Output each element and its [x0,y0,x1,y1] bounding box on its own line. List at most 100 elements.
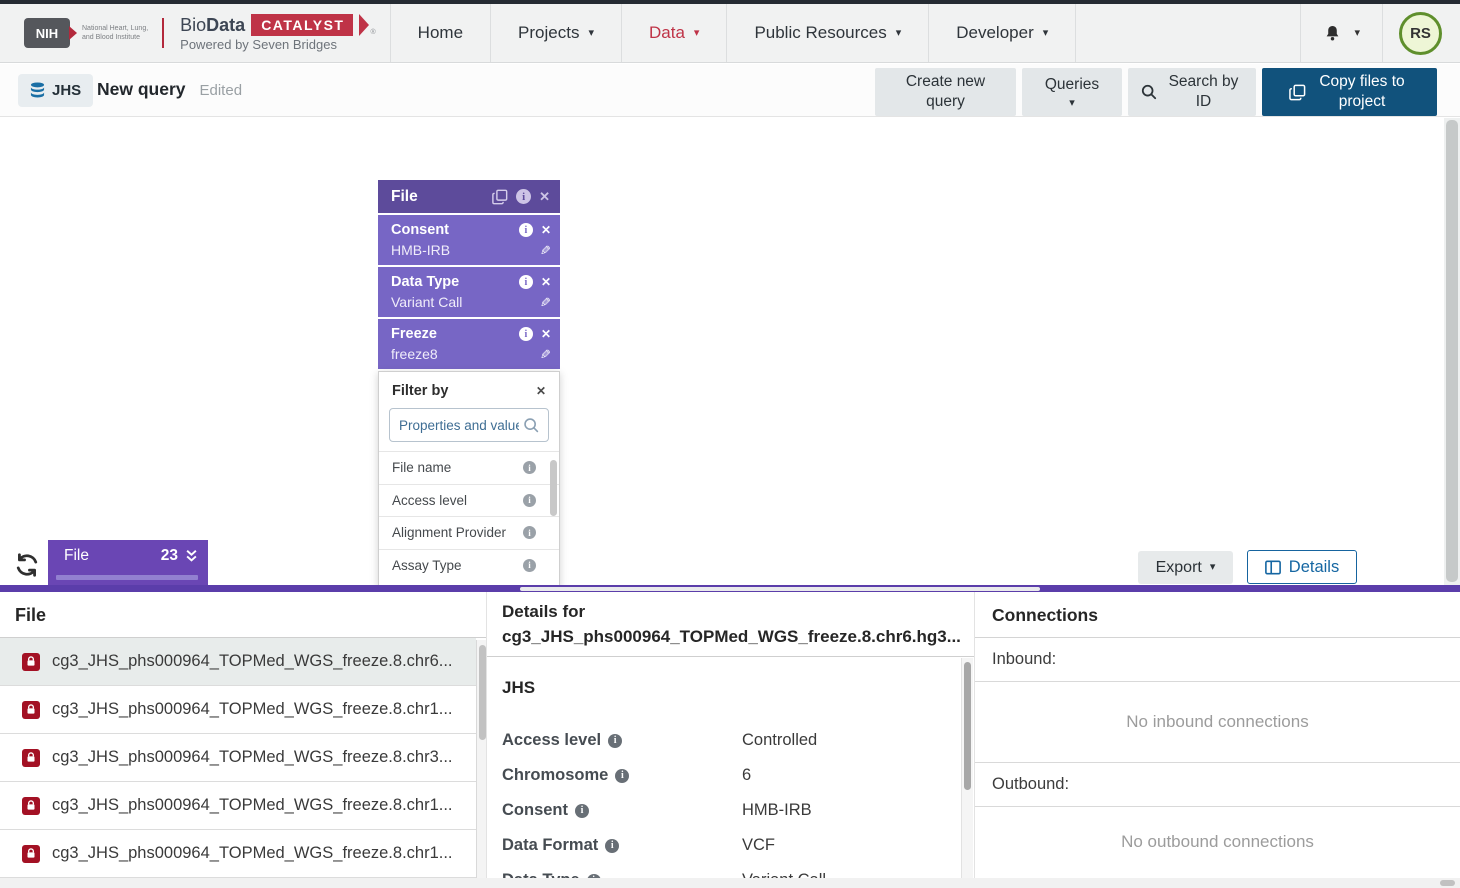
file-column-header: File [0,592,486,638]
file-row[interactable]: cg3_JHS_phs000964_TOPMed_WGS_freeze.8.ch… [0,830,476,878]
property-option-assay-type[interactable]: Assay Type i [379,548,559,582]
close-icon[interactable]: ✕ [539,188,550,204]
connections-title: Connections [975,592,1460,638]
scrollbar-thumb[interactable] [1446,120,1458,582]
detail-row-access-level: Access level i Controlled [502,731,818,750]
catalyst-arrow-icon [358,14,369,36]
file-list-scrollbar[interactable] [476,640,486,878]
property-option-file-name[interactable]: File name i [379,451,559,484]
info-icon[interactable]: i [605,838,620,853]
copy-files-to-project-button[interactable]: Copy files to project [1262,68,1437,116]
duplicate-node-icon[interactable] [492,189,508,205]
create-new-query-button[interactable]: Create new query [875,68,1016,116]
biodata-catalyst-logo[interactable]: NIH National Heart, Lung, and Blood Inst… [0,4,390,62]
edit-pencil-icon[interactable]: ✎ [540,295,551,310]
registered-mark: ® [370,29,376,36]
edit-pencil-icon[interactable]: ✎ [540,347,551,362]
outbound-empty-message: No outbound connections [1121,832,1314,851]
file-results-count: 23 [160,547,178,564]
nav-item-home[interactable]: Home [389,4,490,62]
details-toggle-button[interactable]: Details [1247,550,1357,584]
query-toolbar: JHS New query Edited Create new query Qu… [0,64,1460,117]
filter-panel-scrollbar[interactable] [550,458,557,584]
property-search-box [389,408,549,442]
close-icon[interactable]: ✕ [540,275,551,289]
property-search-input[interactable] [399,417,519,433]
info-icon[interactable]: i [586,873,601,878]
detail-row-chromosome: Chromosome i 6 [502,766,752,785]
info-icon[interactable]: i [523,461,536,475]
top-navigation: NIH National Heart, Lung, and Blood Inst… [0,4,1460,63]
file-node-header[interactable]: File i ✕ [378,180,560,213]
lock-icon [22,844,40,863]
canvas-vertical-scrollbar[interactable] [1444,118,1460,585]
chevron-down-icon: ▾ [588,26,594,39]
search-by-id-button[interactable]: Search by ID [1128,68,1256,116]
queries-dropdown-button[interactable]: Queries ▾ [1022,68,1122,116]
columns-icon [1264,559,1281,575]
info-icon[interactable]: i [523,493,536,507]
info-icon[interactable]: i [608,733,623,748]
nih-logo-text: NIH [35,25,59,41]
nav-item-public-resources[interactable]: Public Resources ▾ [726,4,928,62]
info-icon[interactable]: i [518,275,533,289]
file-row[interactable]: cg3_JHS_phs000964_TOPMed_WGS_freeze.8.ch… [0,782,476,830]
close-icon[interactable]: ✕ [535,384,546,398]
details-panel-title: Details for cg3_JHS_phs000964_TOPMed_WGS… [487,592,974,658]
notifications-button[interactable]: ▾ [1300,4,1383,62]
file-row[interactable]: cg3_JHS_phs000964_TOPMed_WGS_freeze.8.ch… [0,734,476,782]
nav-item-developer[interactable]: Developer ▾ [928,4,1077,62]
brand-catalyst-badge: CATALYST [251,14,353,36]
edit-pencil-icon[interactable]: ✎ [540,243,551,258]
search-icon [1141,84,1156,100]
property-option-access-level[interactable]: Access level i [379,483,559,517]
detail-row-data-format: Data Format i VCF [502,836,775,855]
chevron-down-icon: ▾ [895,26,902,39]
inbound-empty-message: No inbound connections [975,682,1460,763]
scrollbar-thumb[interactable] [550,460,557,516]
details-panel: Details for cg3_JHS_phs000964_TOPMed_WGS… [487,592,975,878]
study-name: JHS [502,678,536,698]
info-icon[interactable]: i [518,327,533,341]
bottom-horizontal-scrollbar[interactable] [0,878,1460,888]
scrollbar-thumb[interactable] [478,645,486,740]
file-query-node[interactable]: File i ✕ Consent HMB-IRB i ✕ ✎ Data Type… [378,180,560,369]
file-node-title: File [391,187,418,205]
info-icon[interactable]: i [516,189,532,204]
nav-item-data[interactable]: Data ▾ [620,4,726,62]
horizontal-scrollbar-thumb[interactable] [520,586,1040,591]
filter-card-consent[interactable]: Consent HMB-IRB i ✕ ✎ [378,215,560,265]
close-icon[interactable]: ✕ [540,223,551,237]
scrollbar-thumb[interactable] [964,662,971,790]
property-option-alignment-provider[interactable]: Alignment Provider i [379,516,559,549]
info-icon[interactable]: i [575,803,589,818]
details-scrollbar[interactable] [961,658,973,878]
nav-item-projects[interactable]: Projects ▾ [490,4,621,62]
user-avatar[interactable]: RS [1399,11,1442,55]
filter-card-data-type[interactable]: Data Type Variant Call i ✕ ✎ [378,267,560,317]
dataset-chip[interactable]: JHS [18,74,94,107]
info-icon[interactable]: i [523,526,536,540]
file-row-selected[interactable]: cg3_JHS_phs000964_TOPMed_WGS_freeze.8.ch… [0,638,476,686]
chevron-down-icon: ▾ [1042,26,1049,39]
file-row[interactable]: cg3_JHS_phs000964_TOPMed_WGS_freeze.8.ch… [0,686,476,734]
query-toolbar-buttons: Create new query Queries ▾ Search by ID … [875,68,1437,116]
scrollbar-thumb[interactable] [1440,880,1455,886]
file-results-tab[interactable]: File 23 [48,540,208,585]
panel-divider[interactable] [0,585,1460,592]
close-icon[interactable]: ✕ [540,327,551,341]
institute-line2: and Blood Institute [82,34,140,41]
export-button[interactable]: Export ▾ [1138,551,1233,584]
detail-row-consent: Consent i HMB-IRB [502,801,812,820]
details-property-list: Access level i Controlled Chromosome i 6 [502,723,974,878]
info-icon[interactable]: i [615,768,630,783]
refresh-icon[interactable] [13,551,41,579]
info-icon[interactable]: i [523,558,536,572]
file-results-progress-bar [56,575,198,580]
institute-line1: National Heart, Lung, [82,24,149,32]
info-icon[interactable]: i [518,223,533,237]
top-dark-strip [0,0,1460,4]
filter-card-freeze[interactable]: Freeze freeze8 i ✕ ✎ [378,319,560,369]
lock-icon [22,652,40,671]
